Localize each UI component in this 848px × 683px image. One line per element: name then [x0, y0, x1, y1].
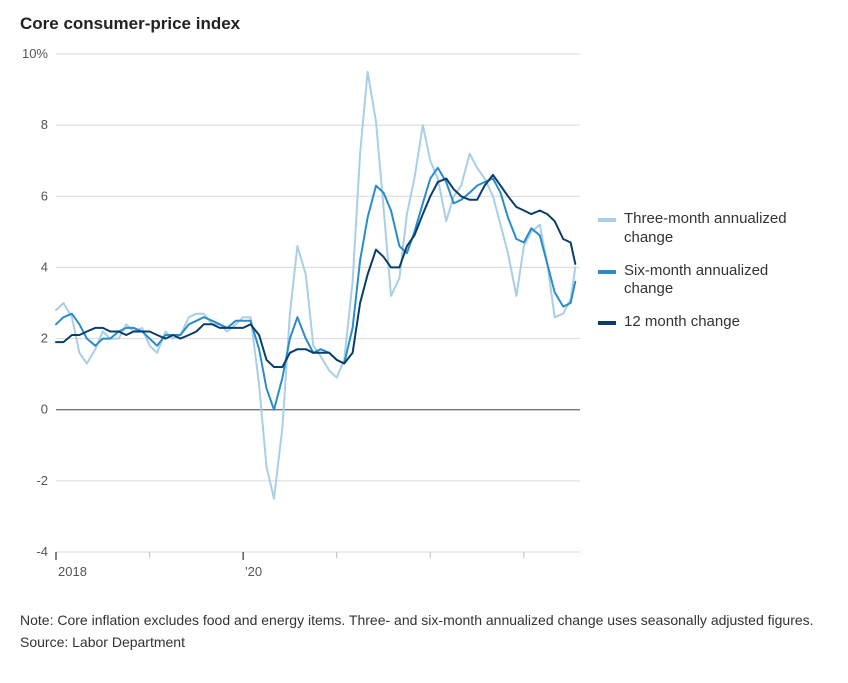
- legend-item-twelve-month: 12 month change: [598, 313, 818, 332]
- svg-text:-2: -2: [36, 473, 48, 488]
- svg-text:10%: 10%: [22, 46, 48, 61]
- legend-label: Three-month annualized change: [624, 210, 818, 248]
- svg-text:'20: '20: [245, 564, 262, 579]
- chart-note: Note: Core inflation excludes food and e…: [20, 610, 832, 630]
- line-chart: -4 -2 0 2 4 6 8 10% 2018 '20: [20, 40, 590, 600]
- legend-swatch-icon: [598, 270, 616, 274]
- chart-row: -4 -2 0 2 4 6 8 10% 2018 '20 Three-month annualiz…: [20, 40, 832, 600]
- svg-text:4: 4: [41, 259, 48, 274]
- legend-swatch-icon: [598, 321, 616, 325]
- svg-text:2018: 2018: [58, 564, 87, 579]
- chart-source: Source: Labor Department: [20, 634, 832, 650]
- chart-title: Core consumer-price index: [20, 14, 832, 34]
- legend-swatch-icon: [598, 218, 616, 222]
- legend-label: Six-month annualized change: [624, 262, 818, 300]
- svg-text:2: 2: [41, 331, 48, 346]
- svg-text:0: 0: [41, 402, 48, 417]
- legend-item-three-month: Three-month annualized change: [598, 210, 818, 248]
- svg-text:6: 6: [41, 188, 48, 203]
- figure-container: Core consumer-price index -4 -2 0 2 4 6 8 10% 20…: [0, 0, 848, 683]
- legend: Three-month annualized change Six-month …: [590, 40, 818, 346]
- svg-text:8: 8: [41, 117, 48, 132]
- legend-label: 12 month change: [624, 313, 740, 332]
- legend-item-six-month: Six-month annualized change: [598, 262, 818, 300]
- svg-text:-4: -4: [36, 544, 48, 559]
